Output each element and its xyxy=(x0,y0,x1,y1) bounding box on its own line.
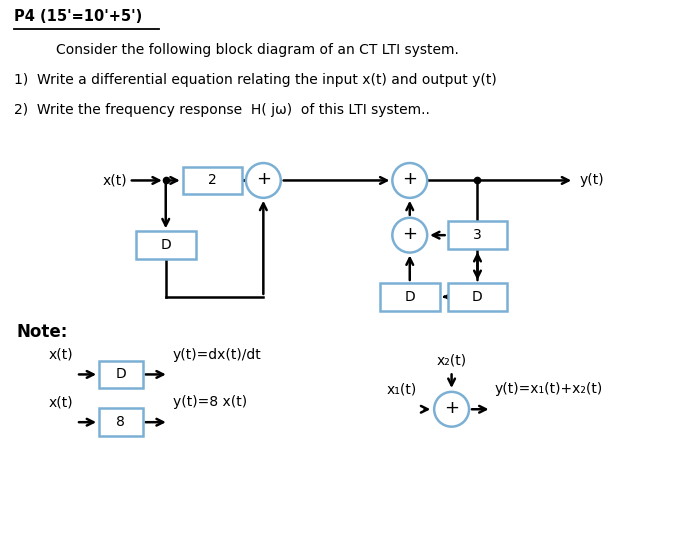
FancyBboxPatch shape xyxy=(380,283,440,311)
Text: 8: 8 xyxy=(116,415,125,429)
Text: x(t): x(t) xyxy=(48,395,73,409)
Text: 2: 2 xyxy=(208,173,217,187)
Text: D: D xyxy=(472,290,483,304)
FancyBboxPatch shape xyxy=(136,231,195,259)
Text: D: D xyxy=(116,368,126,381)
Text: y(t)=dx(t)/dt: y(t)=dx(t)/dt xyxy=(173,348,262,362)
FancyBboxPatch shape xyxy=(99,361,143,388)
Text: +: + xyxy=(444,399,459,417)
Text: x(t): x(t) xyxy=(48,348,73,362)
Text: +: + xyxy=(402,171,417,188)
FancyBboxPatch shape xyxy=(99,408,143,436)
FancyBboxPatch shape xyxy=(447,283,508,311)
Text: +: + xyxy=(402,225,417,243)
Text: x₁(t): x₁(t) xyxy=(386,383,416,396)
Text: y(t)=8 x(t): y(t)=8 x(t) xyxy=(173,395,247,409)
Text: 3: 3 xyxy=(473,228,482,242)
Text: +: + xyxy=(256,171,271,188)
Text: y(t)=x₁(t)+x₂(t): y(t)=x₁(t)+x₂(t) xyxy=(494,383,603,396)
FancyBboxPatch shape xyxy=(183,166,242,194)
Text: y(t): y(t) xyxy=(579,173,603,187)
Text: 1)  Write a differential equation relating the input x(t) and output y(t): 1) Write a differential equation relatin… xyxy=(14,73,497,87)
Text: D: D xyxy=(405,290,415,304)
Text: Note:: Note: xyxy=(16,323,68,341)
Text: x(t): x(t) xyxy=(102,173,127,187)
Text: D: D xyxy=(160,238,171,252)
Text: P4 (15'=10'+5'): P4 (15'=10'+5') xyxy=(14,9,143,24)
FancyBboxPatch shape xyxy=(447,221,508,249)
Text: x₂(t): x₂(t) xyxy=(437,354,467,368)
Text: Consider the following block diagram of an CT LTI system.: Consider the following block diagram of … xyxy=(56,43,459,57)
Text: 2)  Write the frequency response  H( jω)  of this LTI system..: 2) Write the frequency response H( jω) o… xyxy=(14,103,430,117)
